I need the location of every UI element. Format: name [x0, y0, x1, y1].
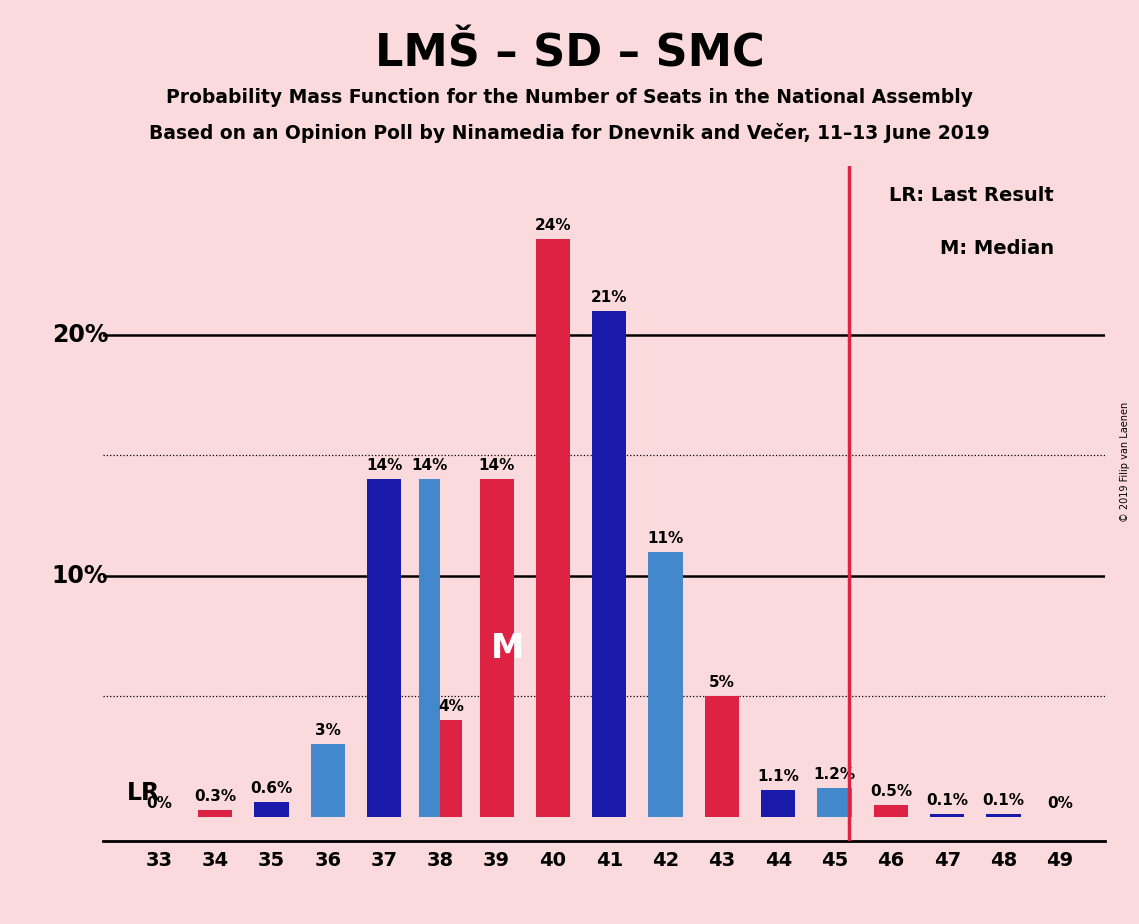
- Bar: [705, 697, 739, 817]
- Bar: [818, 788, 852, 817]
- Text: 1.2%: 1.2%: [813, 767, 855, 782]
- Text: 14%: 14%: [411, 458, 448, 473]
- Bar: [648, 552, 682, 817]
- Bar: [367, 480, 401, 817]
- Bar: [535, 238, 571, 817]
- Text: LR: LR: [126, 781, 159, 805]
- Text: 20%: 20%: [51, 323, 108, 346]
- Bar: [986, 814, 1021, 817]
- Text: 0%: 0%: [1047, 796, 1073, 810]
- Text: 14%: 14%: [478, 458, 515, 473]
- Bar: [874, 805, 908, 817]
- Text: 14%: 14%: [366, 458, 402, 473]
- Text: 21%: 21%: [591, 290, 628, 305]
- Text: 0.3%: 0.3%: [194, 788, 236, 804]
- Text: LR: Last Result: LR: Last Result: [890, 186, 1055, 204]
- Text: M: M: [491, 632, 524, 664]
- Text: M: Median: M: Median: [940, 238, 1055, 258]
- Bar: [441, 721, 461, 817]
- Text: 0.5%: 0.5%: [870, 784, 912, 798]
- Bar: [198, 809, 232, 817]
- Bar: [592, 310, 626, 817]
- Text: 3%: 3%: [314, 723, 341, 738]
- Text: Probability Mass Function for the Number of Seats in the National Assembly: Probability Mass Function for the Number…: [166, 88, 973, 107]
- Text: 24%: 24%: [534, 217, 572, 233]
- Text: © 2019 Filip van Laenen: © 2019 Filip van Laenen: [1121, 402, 1130, 522]
- Text: 1.1%: 1.1%: [757, 769, 800, 784]
- Text: 0.6%: 0.6%: [251, 782, 293, 796]
- Text: 5%: 5%: [708, 675, 735, 690]
- Text: 4%: 4%: [439, 699, 464, 714]
- Text: 0.1%: 0.1%: [926, 794, 968, 808]
- Bar: [480, 480, 514, 817]
- Text: 11%: 11%: [647, 530, 683, 546]
- Bar: [931, 814, 965, 817]
- Bar: [419, 480, 441, 817]
- Text: 0.1%: 0.1%: [983, 794, 1024, 808]
- Text: LMŠ – SD – SMC: LMŠ – SD – SMC: [375, 32, 764, 76]
- Text: 10%: 10%: [51, 564, 108, 588]
- Text: 0%: 0%: [146, 796, 172, 810]
- Bar: [254, 802, 288, 817]
- Bar: [761, 790, 795, 817]
- Bar: [311, 745, 345, 817]
- Text: Based on an Opinion Poll by Ninamedia for Dnevnik and Večer, 11–13 June 2019: Based on an Opinion Poll by Ninamedia fo…: [149, 123, 990, 143]
